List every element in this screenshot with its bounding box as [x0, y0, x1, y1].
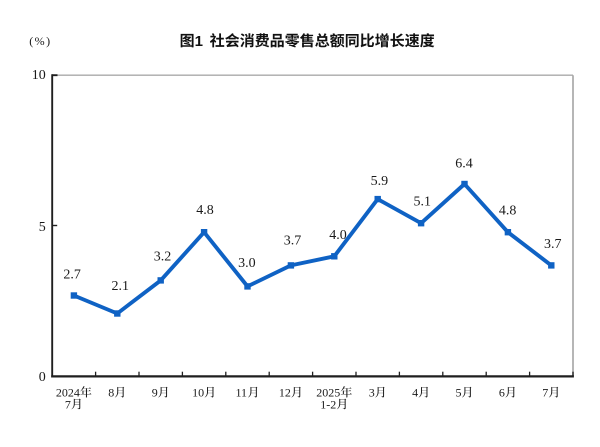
svg-text:5.1: 5.1	[413, 195, 431, 210]
svg-text:3.7: 3.7	[544, 237, 562, 252]
svg-text:5.9: 5.9	[371, 174, 389, 189]
svg-text:10: 10	[32, 68, 46, 83]
svg-text:4.0: 4.0	[329, 228, 347, 243]
svg-text:2025: 2025	[316, 386, 340, 400]
svg-text:9: 9	[152, 386, 158, 400]
svg-text:5: 5	[39, 220, 46, 235]
svg-text:3: 3	[369, 386, 375, 400]
svg-text:2.7: 2.7	[63, 268, 81, 283]
svg-text:1: 1	[195, 33, 203, 50]
svg-text:10: 10	[192, 386, 204, 400]
svg-text:7: 7	[542, 386, 548, 400]
svg-text:2024: 2024	[56, 386, 80, 400]
svg-text:8: 8	[108, 386, 114, 400]
svg-text:3.0: 3.0	[238, 256, 256, 271]
svg-text:2.1: 2.1	[112, 279, 130, 294]
svg-text:1-2: 1-2	[320, 397, 336, 411]
svg-text:0: 0	[39, 370, 46, 385]
svg-text:4.8: 4.8	[196, 203, 214, 218]
svg-text:6: 6	[499, 386, 505, 400]
svg-text:4: 4	[412, 386, 418, 400]
svg-text:12: 12	[279, 386, 291, 400]
svg-text:3.2: 3.2	[154, 250, 172, 265]
svg-text:11: 11	[236, 386, 248, 400]
svg-text:6.4: 6.4	[455, 157, 473, 172]
svg-text:4.8: 4.8	[499, 203, 517, 218]
svg-text:7: 7	[65, 397, 71, 411]
svg-text:3.7: 3.7	[284, 234, 302, 249]
svg-text:5: 5	[456, 386, 462, 400]
svg-text:(%): (%)	[29, 34, 52, 48]
